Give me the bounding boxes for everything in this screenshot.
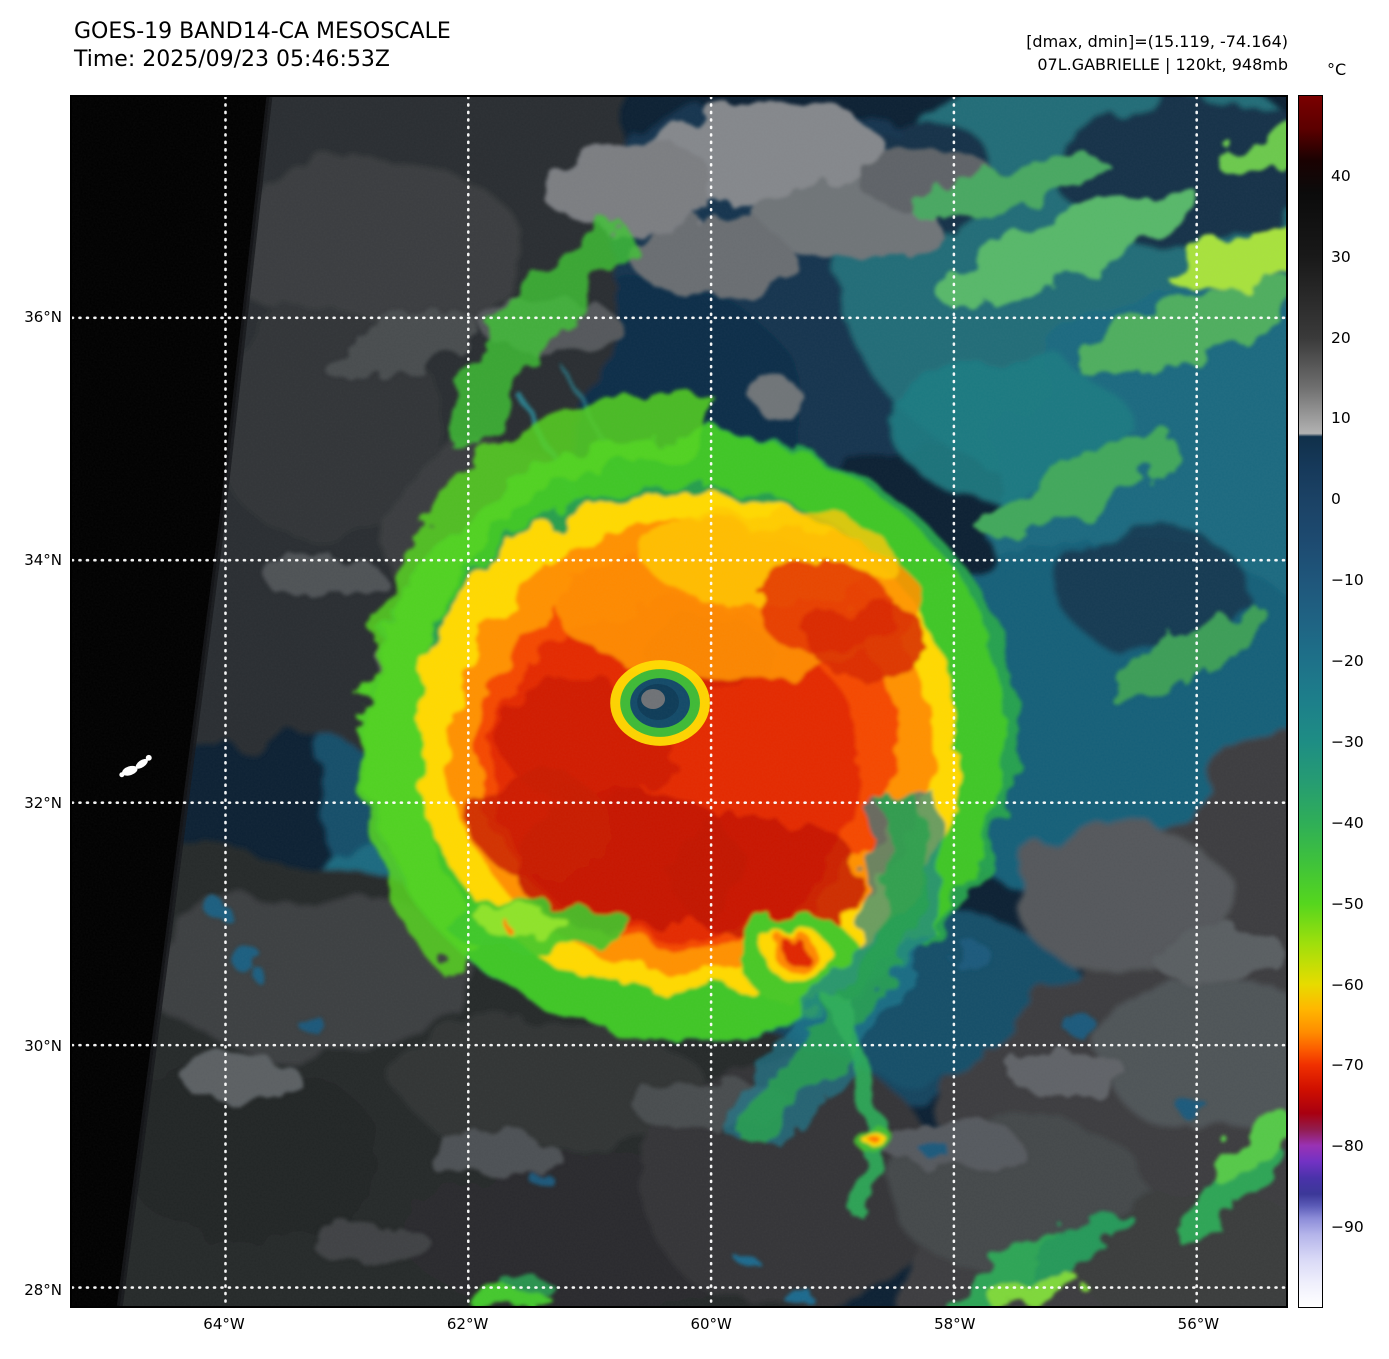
title-block: GOES-19 BAND14-CA MESOSCALE Time: 2025/0… <box>74 18 451 74</box>
colorbar-tick-label: −80 <box>1331 1137 1364 1156</box>
colorbar-tick-label: −10 <box>1331 571 1364 590</box>
colorbar-unit-label: °C <box>1327 60 1347 79</box>
page-title: GOES-19 BAND14-CA MESOSCALE <box>74 19 451 44</box>
storm-info: 07L.GABRIELLE | 120kt, 948mb <box>1037 55 1288 74</box>
colorbar-tick-label: −90 <box>1331 1218 1364 1237</box>
lon-tick-label: 64°W <box>203 1315 245 1333</box>
lon-tick-label: 60°W <box>690 1315 732 1333</box>
colorbar-tick-label: −70 <box>1331 1056 1364 1075</box>
lat-tick-label: 36°N <box>24 307 62 326</box>
grain-overlay <box>72 97 1286 1306</box>
colorbar-tick-label: 0 <box>1331 490 1341 509</box>
colorbar <box>1298 95 1323 1308</box>
satellite-map: Copyright © 2020-2025 Dapiya <box>70 95 1288 1308</box>
lon-tick-label: 56°W <box>1177 1315 1220 1333</box>
colorbar-tick-label: −20 <box>1331 652 1364 671</box>
timestamp: Time: 2025/09/23 05:46:53Z <box>74 47 390 72</box>
colorbar-tick-label: −30 <box>1331 732 1364 751</box>
colorbar-tick-label: −40 <box>1331 813 1364 832</box>
satellite-image <box>72 97 1286 1306</box>
lat-tick-label: 32°N <box>24 794 62 812</box>
colorbar-tick-label: 40 <box>1331 166 1351 185</box>
colorbar-tick-label: 10 <box>1331 409 1351 428</box>
colorbar-tick-label: −60 <box>1331 975 1364 994</box>
annotation-block: [dmax, dmin]=(15.119, -74.164) 07L.GABRI… <box>1026 30 1288 76</box>
colorbar-tick-label: −50 <box>1331 894 1364 913</box>
colorbar-tick-label: 30 <box>1331 247 1351 266</box>
lat-tick-label: 30°N <box>24 1037 62 1056</box>
latlon-gridlines <box>72 97 1286 1306</box>
dmax-dmin-readout: [dmax, dmin]=(15.119, -74.164) <box>1026 32 1288 51</box>
colorbar-tick-label: 20 <box>1331 328 1351 347</box>
lon-tick-label: 58°W <box>934 1315 976 1333</box>
lon-tick-label: 62°W <box>446 1315 489 1333</box>
lat-tick-label: 28°N <box>24 1280 62 1299</box>
lat-tick-label: 34°N <box>24 550 62 569</box>
